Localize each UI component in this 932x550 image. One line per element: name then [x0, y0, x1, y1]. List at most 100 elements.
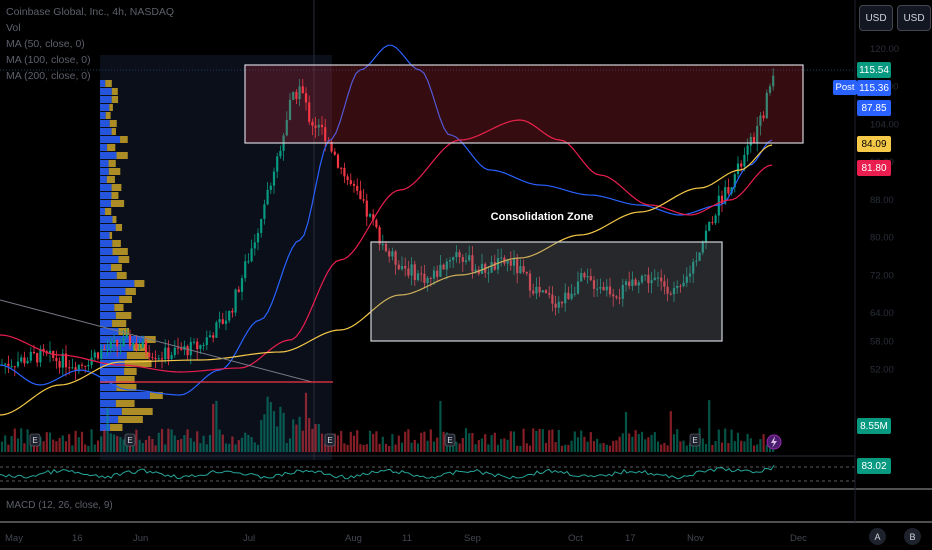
x-axis-label: Aug [345, 533, 362, 544]
y-axis-label: 80.00 [870, 233, 894, 244]
profile-bar-buy [100, 384, 117, 391]
volume-bar [583, 436, 586, 452]
volume-bar [39, 437, 42, 452]
candle-body [186, 346, 189, 356]
time-axis: May 16 Jun Jul Aug 11 Sep Oct 17 Nov Dec [5, 533, 807, 544]
volume-bar [167, 428, 170, 452]
candle-body [298, 86, 301, 100]
y-axis-label: 104.00 [870, 119, 899, 130]
candle-body [189, 341, 192, 356]
profile-bar-buy [100, 328, 119, 335]
volume-bar [189, 438, 192, 452]
profile-bar-buy [100, 280, 135, 287]
volume-bar [160, 428, 164, 452]
volume-bar [263, 414, 266, 452]
volume-bar [557, 429, 560, 452]
candle-body [256, 232, 260, 243]
macd-legend[interactable]: MACD (12, 26, close, 9) [6, 500, 113, 511]
volume-bar [10, 435, 13, 452]
currency-button-1[interactable]: USD [859, 5, 893, 31]
volume-bar [429, 429, 432, 452]
profile-bar-sell [105, 208, 112, 215]
earnings-marker-icon[interactable]: E [324, 433, 336, 447]
profile-bar-sell [110, 424, 123, 431]
candle-body [154, 357, 157, 360]
volume-bar [308, 418, 311, 452]
earnings-marker-icon[interactable]: E [689, 433, 701, 447]
candle-body [122, 337, 125, 347]
candle-body [55, 357, 58, 362]
candle-body [509, 260, 512, 266]
candle-body [352, 183, 356, 186]
candle-body [394, 251, 397, 265]
candle-body [167, 347, 170, 360]
profile-bar-sell [112, 240, 121, 247]
candle-body [493, 261, 496, 270]
volume-bar [228, 443, 231, 452]
legend-ma-100[interactable]: MA (100, close, 0) [6, 54, 91, 66]
candle-body [32, 351, 36, 354]
candle-body [573, 293, 576, 295]
volume-bar [490, 435, 493, 452]
candle-body [669, 293, 672, 295]
profile-bar-buy [100, 80, 106, 87]
candle-body [644, 274, 647, 276]
candle-body [192, 341, 196, 343]
x-axis-label: 11 [402, 533, 412, 544]
earnings-marker-icon[interactable]: E [124, 433, 136, 447]
candle-body [356, 185, 359, 191]
candle-body [576, 281, 580, 294]
candle-body [36, 353, 39, 363]
symbol-title[interactable]: Coinbase Global, Inc., 4h, NASDAQ [6, 6, 175, 18]
currency-button-2[interactable]: USD [897, 5, 931, 31]
candle-body [420, 273, 423, 275]
volume-bar [202, 435, 205, 452]
volume-bar [663, 442, 666, 452]
button-a[interactable]: A [869, 528, 886, 545]
candle-body [304, 93, 308, 103]
volume-bar [544, 442, 548, 452]
volume-bar [196, 431, 199, 452]
volume-bar [570, 440, 573, 452]
profile-bar-buy [100, 272, 117, 279]
volume-bar [500, 439, 503, 452]
earnings-marker-icon[interactable]: E [29, 433, 41, 447]
profile-bar-buy [100, 424, 111, 431]
candle-body [628, 281, 631, 286]
profile-bar-sell [108, 168, 121, 175]
profile-bar-buy [100, 232, 110, 239]
volume-bar [426, 440, 429, 452]
volume-bar [576, 437, 580, 452]
candle-body [176, 347, 180, 349]
candle-body [612, 294, 615, 297]
button-b[interactable]: B [904, 528, 921, 545]
candle-body [311, 121, 314, 126]
earnings-marker-icon[interactable]: E [444, 433, 456, 447]
legend-vol[interactable]: Vol [6, 22, 21, 34]
volume-bar [317, 424, 320, 452]
candle-body [141, 341, 144, 348]
volume-bar [282, 412, 285, 452]
volume-bar [407, 429, 410, 452]
volume-bar [765, 444, 768, 452]
lightning-marker-icon[interactable] [766, 434, 782, 450]
volume-bar [468, 433, 471, 452]
candle-body [237, 289, 240, 292]
legend-ma-50[interactable]: MA (50, close, 0) [6, 38, 85, 50]
candle-body [144, 341, 148, 353]
candle-body [42, 348, 45, 352]
volume-bar [48, 432, 52, 452]
volume-bar [343, 443, 346, 452]
y-axis-label: 58.00 [870, 336, 894, 347]
candle-body [500, 257, 503, 259]
candle-body [660, 277, 663, 282]
candle-body [199, 345, 202, 350]
candle-body [618, 297, 621, 299]
candle-body [314, 125, 317, 128]
candle-body [375, 220, 378, 228]
candle-body [522, 266, 525, 273]
candle-body [647, 274, 650, 284]
candle-body [288, 99, 292, 121]
legend-ma-200[interactable]: MA (200, close, 0) [6, 70, 91, 82]
